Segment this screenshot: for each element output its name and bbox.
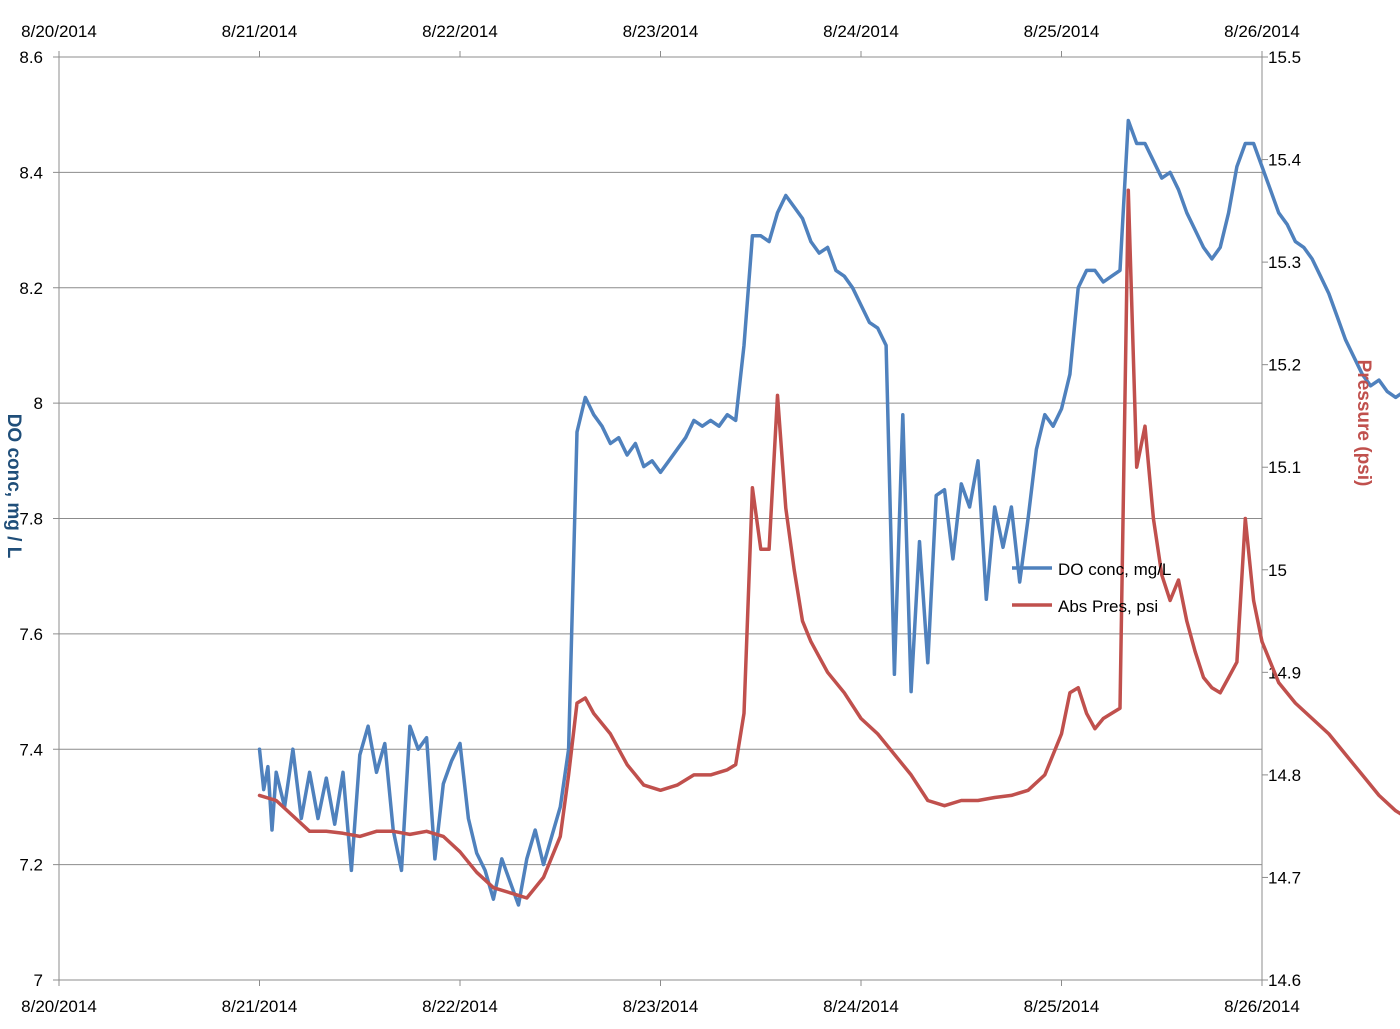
y-right-tick-label: 15.4 bbox=[1268, 151, 1301, 170]
y-axis-left-title: DO conc, mg / L bbox=[3, 414, 24, 559]
series-line-do-conc bbox=[257, 118, 1400, 907]
y-left-tick-label: 8.6 bbox=[19, 48, 43, 67]
y-left-tick-label: 7.8 bbox=[19, 510, 43, 529]
x-tick-label-bottom: 8/24/2014 bbox=[823, 997, 899, 1016]
x-tick-label-top: 8/20/2014 bbox=[21, 22, 97, 41]
legend-label-do: DO conc, mg/L bbox=[1058, 560, 1171, 579]
series-lines bbox=[257, 118, 1400, 907]
x-tick-label-top: 8/24/2014 bbox=[823, 22, 899, 41]
y-axis-right-title: Pressure (psi) bbox=[1353, 360, 1374, 487]
legend: DO conc, mg/L Abs Pres, psi bbox=[1012, 560, 1171, 616]
y-right-tick-label: 15.5 bbox=[1268, 48, 1301, 67]
y-right-tick-label: 14.8 bbox=[1268, 766, 1301, 785]
x-tick-label-top: 8/26/2014 bbox=[1224, 22, 1300, 41]
y-right-tick-label: 15.3 bbox=[1268, 253, 1301, 272]
series-line-abs-pres bbox=[257, 188, 1400, 900]
x-tick-label-top: 8/21/2014 bbox=[222, 22, 298, 41]
y-left-tick-label: 7 bbox=[34, 971, 43, 990]
x-tick-label-bottom: 8/23/2014 bbox=[623, 997, 699, 1016]
axes bbox=[53, 51, 1268, 986]
y-left-tick-label: 7.4 bbox=[19, 740, 43, 759]
y-right-tick-label: 15.2 bbox=[1268, 356, 1301, 375]
y-left-tick-label: 7.6 bbox=[19, 625, 43, 644]
y-right-tick-label: 14.6 bbox=[1268, 971, 1301, 990]
x-tick-label-top: 8/25/2014 bbox=[1024, 22, 1100, 41]
x-tick-label-top: 8/22/2014 bbox=[422, 22, 498, 41]
x-tick-label-bottom: 8/22/2014 bbox=[422, 997, 498, 1016]
y-left-tick-label: 8.2 bbox=[19, 279, 43, 298]
x-tick-label-bottom: 8/26/2014 bbox=[1224, 997, 1300, 1016]
tick-labels: 77.27.47.67.888.28.48.614.614.714.814.91… bbox=[19, 22, 1301, 1016]
x-tick-label-bottom: 8/25/2014 bbox=[1024, 997, 1100, 1016]
x-tick-label-bottom: 8/20/2014 bbox=[21, 997, 97, 1016]
y-right-tick-label: 15 bbox=[1268, 561, 1287, 580]
x-tick-label-top: 8/23/2014 bbox=[623, 22, 699, 41]
y-right-tick-label: 14.7 bbox=[1268, 868, 1301, 887]
y-left-tick-label: 8 bbox=[34, 394, 43, 413]
y-left-tick-label: 8.4 bbox=[19, 163, 43, 182]
y-right-tick-label: 15.1 bbox=[1268, 458, 1301, 477]
y-left-tick-label: 7.2 bbox=[19, 856, 43, 875]
legend-label-pressure: Abs Pres, psi bbox=[1058, 597, 1158, 616]
x-tick-label-bottom: 8/21/2014 bbox=[222, 997, 298, 1016]
